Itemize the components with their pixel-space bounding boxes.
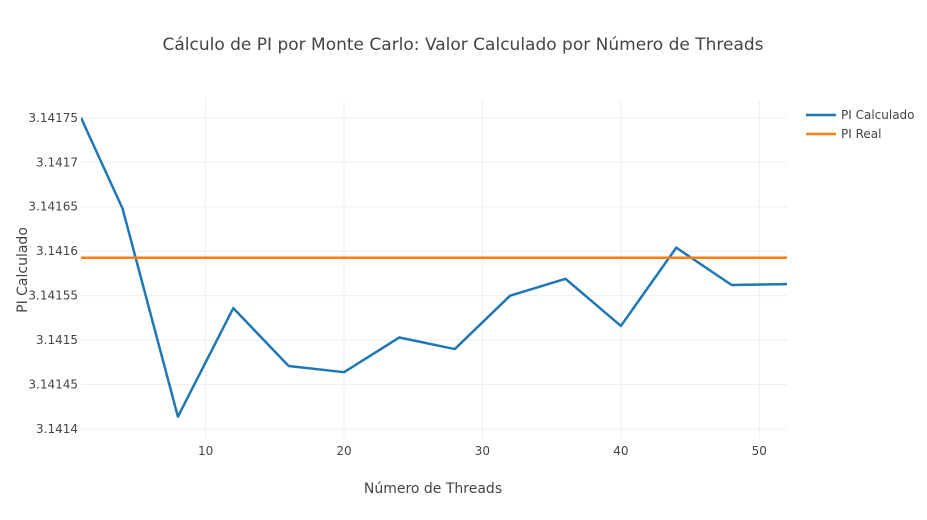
legend-label: PI Real [841,127,881,141]
grid-layer [81,100,787,438]
y-tick-label: 3.1417 [36,155,78,169]
y-tick-label: 3.14175 [28,111,78,125]
y-tick-label: 3.1415 [36,333,78,347]
series-layer [81,117,787,418]
x-axis-title: Número de Threads [364,481,502,497]
chart-title: Cálculo de PI por Monte Carlo: Valor Cal… [162,35,763,55]
x-axis-ticks: 10 20 30 40 50 [198,444,767,458]
legend-item-pi-calculado[interactable]: PI Calculado [806,108,915,122]
y-axis-title: PI Calculado [15,227,31,313]
x-tick-label: 40 [613,444,628,458]
y-tick-label: 3.14165 [28,200,78,214]
x-tick-label: 10 [198,444,213,458]
y-axis-ticks: 3.1414 3.14145 3.1415 3.14155 3.1416 3.14165 3… [28,111,78,436]
legend-item-pi-real[interactable]: PI Real [806,127,881,141]
y-tick-label: 3.14145 [28,378,78,392]
legend: PI Calculado PI Real [806,108,915,141]
y-tick-label: 3.1416 [36,244,78,258]
legend-label: PI Calculado [841,108,915,122]
series-line-pi-calculado [81,117,787,418]
y-tick-label: 3.1414 [36,422,78,436]
y-tick-label: 3.14155 [28,289,78,303]
x-tick-label: 50 [752,444,767,458]
x-tick-label: 30 [475,444,490,458]
x-tick-label: 20 [336,444,351,458]
